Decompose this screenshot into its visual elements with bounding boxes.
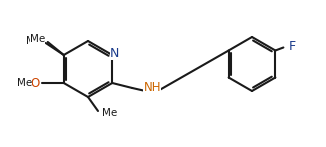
Text: N: N — [110, 46, 119, 60]
Text: Me: Me — [25, 36, 41, 46]
Text: Me: Me — [29, 34, 45, 44]
Text: F: F — [289, 40, 295, 53]
Text: Me: Me — [17, 78, 32, 88]
Text: Me: Me — [102, 108, 117, 118]
Text: O: O — [31, 76, 40, 90]
Text: NH: NH — [143, 81, 161, 93]
